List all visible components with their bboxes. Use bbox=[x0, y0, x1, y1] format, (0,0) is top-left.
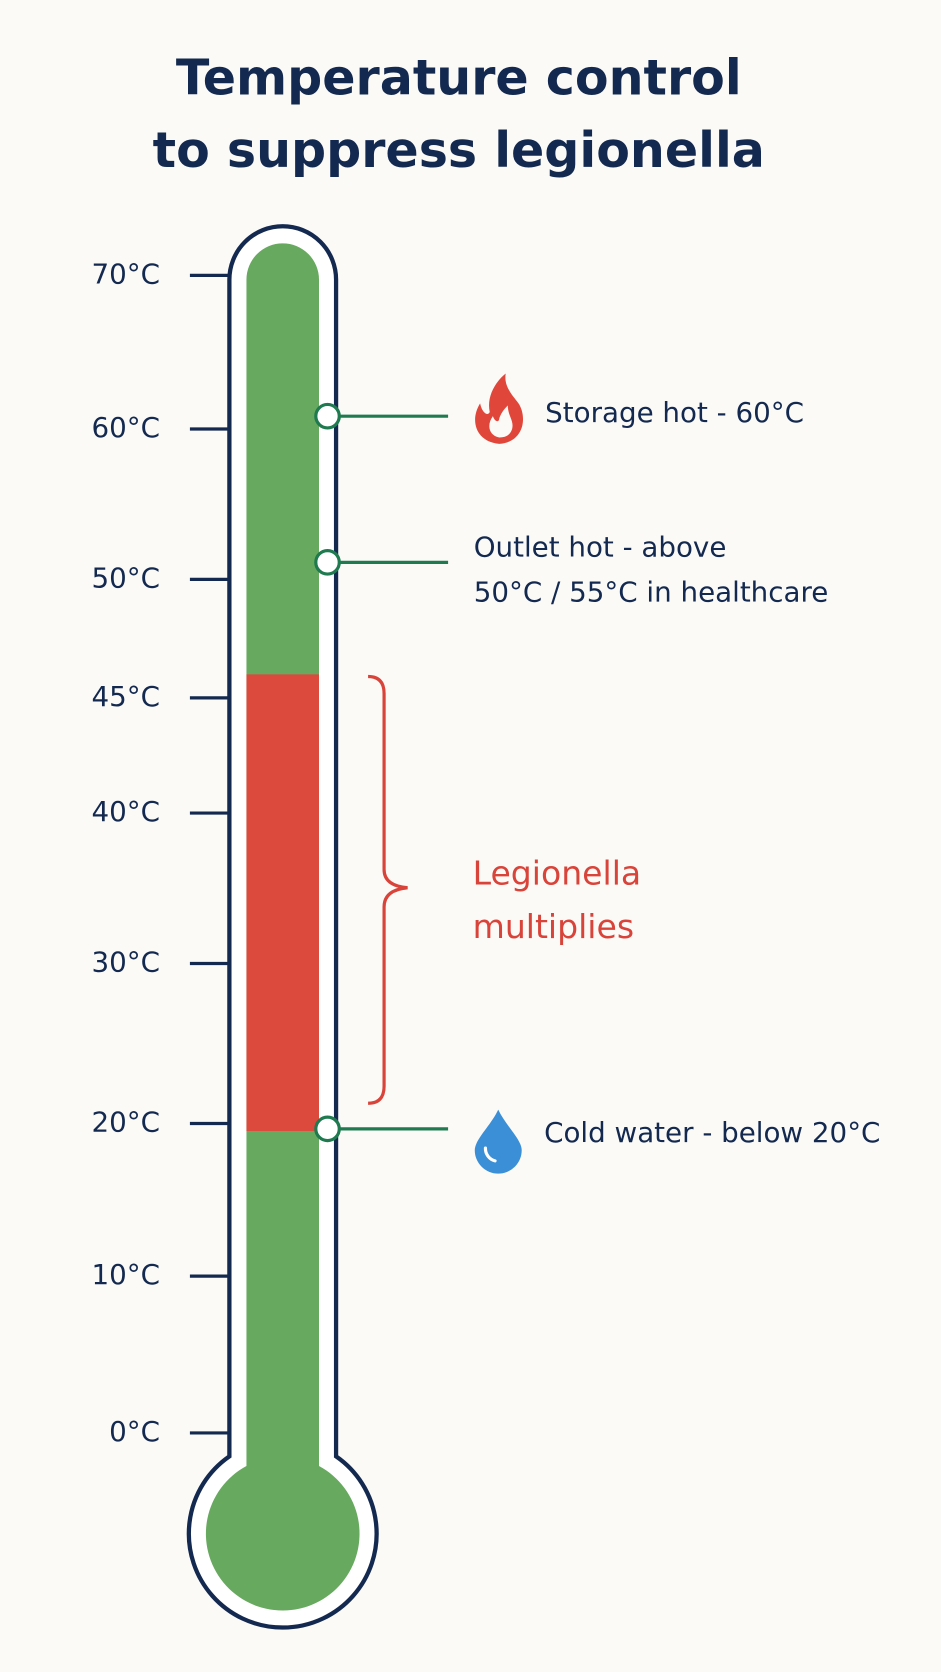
marker-label: Outlet hot - above bbox=[474, 530, 727, 563]
marker-label: Storage hot - 60°C bbox=[545, 396, 804, 429]
tick-label: 20°C bbox=[92, 1106, 161, 1139]
tick-label: 45°C bbox=[92, 680, 161, 713]
tick-label: 50°C bbox=[92, 561, 161, 594]
tick-label: 70°C bbox=[92, 257, 161, 290]
title-line: Temperature control bbox=[176, 49, 742, 107]
marker-label: 50°C / 55°C in healthcare bbox=[474, 575, 829, 608]
marker-dot bbox=[314, 402, 341, 430]
title-line: to suppress legionella bbox=[153, 121, 765, 179]
zone-label: multiplies bbox=[473, 907, 634, 946]
tick-label: 0°C bbox=[109, 1415, 160, 1448]
danger-zone bbox=[246, 674, 320, 1131]
tick-label: 10°C bbox=[92, 1258, 161, 1291]
marker-dot bbox=[314, 549, 341, 576]
zone-label: Legionella bbox=[473, 853, 642, 892]
tick-label: 30°C bbox=[92, 945, 161, 978]
tick-label: 60°C bbox=[92, 411, 161, 444]
marker-label: Cold water - below 20°C bbox=[544, 1116, 880, 1149]
flame-icon bbox=[475, 373, 524, 444]
zone-brace bbox=[367, 674, 408, 1105]
drop-icon bbox=[474, 1109, 522, 1174]
marker-dot bbox=[314, 1115, 341, 1143]
tick-label: 40°C bbox=[92, 795, 161, 828]
